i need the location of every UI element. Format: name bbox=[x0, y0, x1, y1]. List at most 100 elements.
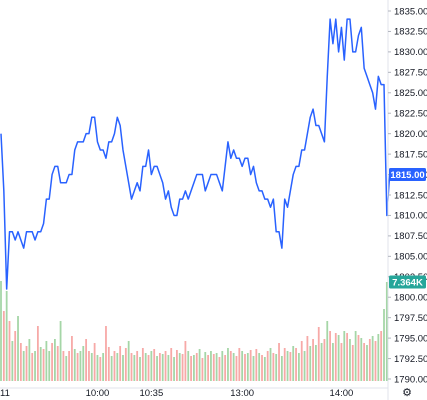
volume-bar bbox=[139, 357, 141, 381]
volume-bar bbox=[73, 349, 76, 381]
volume-bar bbox=[82, 346, 85, 381]
volume-bar bbox=[337, 335, 340, 381]
time-tick-label: 13:00 bbox=[230, 388, 254, 399]
price-tick-label: 1797.50 bbox=[394, 313, 427, 324]
price-tick-label: 1820.00 bbox=[394, 129, 427, 140]
time-tick-label: 11 bbox=[0, 388, 10, 399]
volume-bar bbox=[156, 356, 158, 381]
volume-bar bbox=[88, 351, 90, 381]
volume-bar bbox=[147, 355, 150, 381]
volume-bar bbox=[366, 345, 368, 381]
volume-bar bbox=[218, 357, 221, 381]
last-price-badge bbox=[389, 168, 426, 182]
volume-bar bbox=[377, 334, 380, 381]
volume-bar bbox=[221, 351, 224, 381]
volume-bar bbox=[360, 338, 363, 381]
volume-bar bbox=[136, 351, 139, 381]
volume-bar bbox=[320, 343, 323, 381]
volume-bar bbox=[368, 339, 371, 381]
volume-bar bbox=[107, 347, 110, 381]
volume-bar bbox=[102, 353, 105, 381]
price-tick-label: 1832.50 bbox=[394, 27, 427, 38]
volume-bar bbox=[269, 348, 272, 381]
volume-bar bbox=[110, 356, 113, 381]
volume-bar bbox=[59, 321, 62, 381]
price-tick-label: 1790.00 bbox=[394, 374, 427, 385]
volume-bar bbox=[363, 343, 366, 381]
volume-bar bbox=[124, 348, 127, 381]
volume-bar bbox=[96, 355, 99, 381]
volume-bar bbox=[90, 353, 93, 381]
volume-bar bbox=[263, 357, 266, 381]
price-axis[interactable]: 1835.00 1832.50 1830.00 1827.50 1825.00 1822.… bbox=[388, 6, 427, 385]
price-tick-label: 1792.50 bbox=[394, 354, 427, 365]
volume-bar bbox=[354, 331, 357, 381]
volume-bar bbox=[249, 350, 252, 381]
volume-bar bbox=[238, 348, 241, 381]
volume-bar bbox=[261, 355, 263, 381]
volume-bar bbox=[150, 351, 153, 381]
volume-bar bbox=[283, 348, 286, 381]
volume-bar bbox=[14, 331, 17, 381]
volume-bar bbox=[198, 349, 201, 381]
volume-bar bbox=[65, 356, 68, 381]
volume-bar bbox=[158, 353, 161, 381]
volume-bar bbox=[272, 353, 275, 381]
volume-bar bbox=[153, 349, 156, 381]
volume-bar bbox=[141, 348, 144, 381]
volume-bar bbox=[170, 348, 173, 381]
price-tick-label: 1827.50 bbox=[394, 68, 427, 79]
price-tick-label: 1830.00 bbox=[394, 47, 427, 58]
last-price-label: 1815.00 bbox=[390, 170, 424, 181]
volume-bar bbox=[383, 309, 385, 381]
volume-bar bbox=[315, 345, 317, 381]
price-tick-label: 1807.50 bbox=[394, 231, 427, 242]
volume-bar bbox=[133, 355, 136, 381]
volume-bar bbox=[62, 351, 65, 381]
volume-bar bbox=[184, 341, 187, 381]
volume-badge bbox=[389, 275, 426, 289]
volume-bar bbox=[278, 343, 280, 381]
volume-bar bbox=[34, 351, 36, 381]
volume-bar bbox=[116, 353, 119, 381]
volume-bar bbox=[312, 339, 314, 381]
volume-bar bbox=[176, 350, 178, 381]
volume-bar bbox=[275, 354, 278, 381]
volume-bar bbox=[351, 345, 354, 381]
volume-bar bbox=[105, 326, 107, 381]
volume-bar bbox=[122, 355, 124, 381]
volume-bar bbox=[2, 311, 5, 381]
time-axis[interactable]: 11 10:00 10:35 13:00 14:00 bbox=[0, 388, 353, 399]
volume-bar bbox=[195, 353, 198, 381]
volume-bar bbox=[303, 351, 306, 381]
volume-bar bbox=[380, 331, 383, 381]
volume-bar bbox=[164, 351, 167, 381]
price-tick-label: 1825.00 bbox=[394, 88, 427, 99]
volume-bar bbox=[224, 355, 227, 381]
volume-bar bbox=[56, 346, 59, 381]
volume-bar bbox=[68, 351, 70, 381]
volume-bar bbox=[201, 358, 204, 381]
volume-bar bbox=[130, 353, 133, 381]
price-tick-label: 1835.00 bbox=[394, 6, 427, 17]
volume-bar bbox=[246, 353, 249, 381]
volume-bar bbox=[0, 281, 2, 381]
volume-bar bbox=[161, 354, 164, 381]
price-tick-label: 1805.00 bbox=[394, 252, 427, 263]
time-tick-label: 14:00 bbox=[330, 388, 354, 399]
volume-bar bbox=[235, 356, 238, 381]
volume-bar bbox=[193, 355, 195, 381]
price-line bbox=[0, 18, 391, 290]
volume-bar bbox=[371, 336, 374, 381]
time-tick-label: 10:35 bbox=[139, 388, 163, 399]
volume-bar bbox=[54, 339, 56, 381]
volume-bar bbox=[36, 326, 39, 381]
volume-bar bbox=[22, 351, 25, 381]
volume-bar bbox=[385, 282, 388, 381]
price-line-layer bbox=[0, 18, 391, 290]
settings-gear-icon[interactable]: ⚙ bbox=[402, 386, 412, 399]
volume-bar bbox=[5, 291, 8, 381]
volume-bar bbox=[210, 351, 212, 381]
